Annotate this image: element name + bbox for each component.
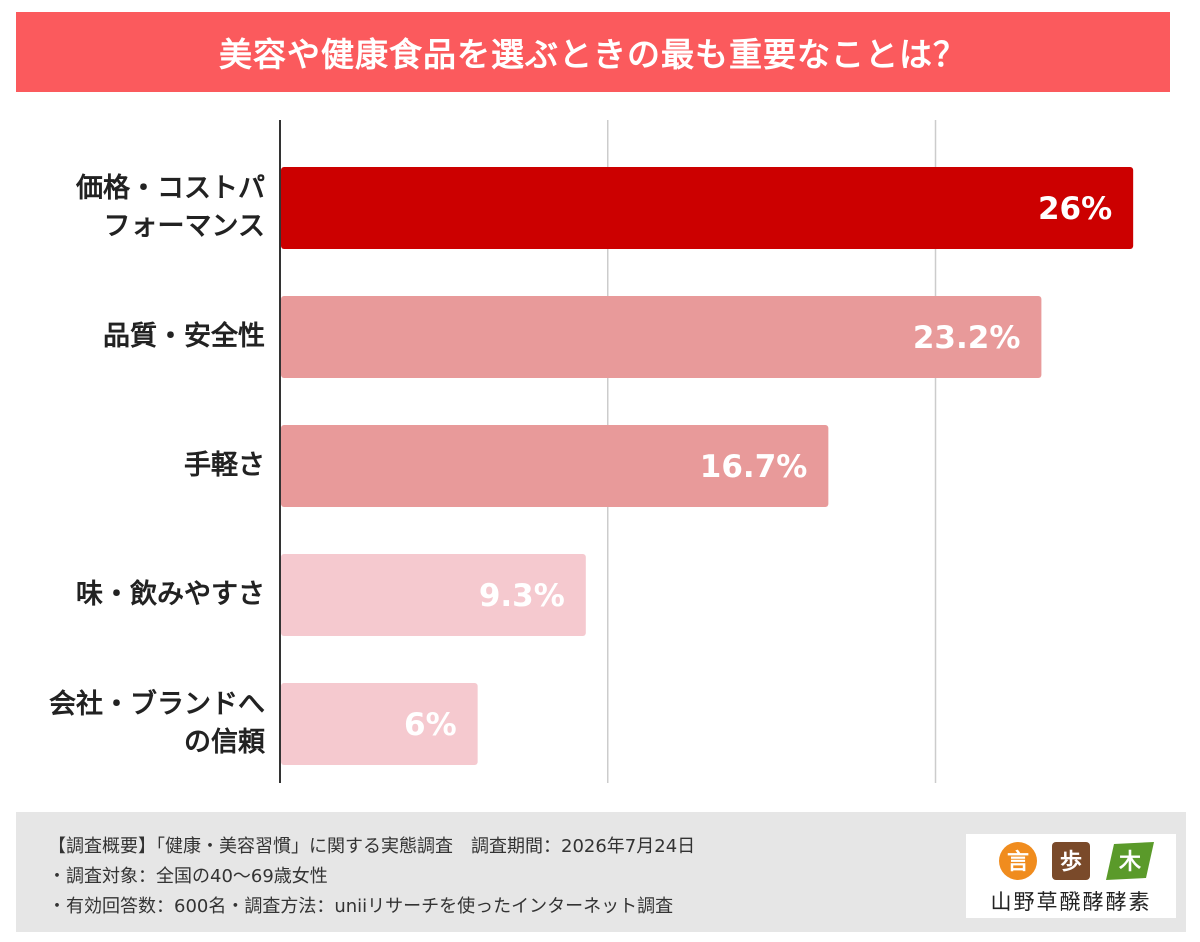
bar-value-label: 23.2% <box>913 320 1021 356</box>
logo-mark-text: 歩 <box>1060 850 1082 875</box>
category-label: 価格・コストパフォーマンス <box>10 170 265 246</box>
bar <box>281 683 478 765</box>
category-label-line: 味・飲みやすさ <box>76 579 265 610</box>
bar-layer <box>281 167 1134 765</box>
survey-note-line: 【調査概要】「健康・美容習慣」に関する実態調査 調査期間：2026年7月24日 <box>48 836 696 857</box>
category-label-line: 価格・コストパ <box>76 173 265 204</box>
survey-note-line: ・有効回答数：600名・調査方法：uniiリサーチを使ったインターネット調査 <box>48 896 674 917</box>
category-label: 会社・ブランドへの信頼 <box>10 686 265 762</box>
logo-mark-leaf <box>1106 842 1154 880</box>
bar-value-label: 16.7% <box>700 449 808 485</box>
category-label: 手軽さ <box>10 447 265 485</box>
category-label-line: の信頼 <box>184 727 265 758</box>
survey-note-line: ・調査対象：全国の40〜69歳女性 <box>48 866 328 887</box>
bar-value-label: 6% <box>404 707 457 743</box>
logo-mark-circle <box>999 842 1037 880</box>
value-label-layer: 26% 23.2% 16.7% 9.3% 6% <box>404 191 1112 743</box>
logo-text: 山野草醗酵酵素 <box>990 890 1152 914</box>
category-label: 品質・安全性 <box>10 318 265 356</box>
category-label: 味・飲みやすさ <box>10 576 265 614</box>
logo-mark-square <box>1052 842 1090 880</box>
bar <box>281 554 586 636</box>
bar-value-label: 9.3% <box>479 578 565 614</box>
survey-notes: 【調査概要】「健康・美容習慣」に関する実態調査 調査期間：2026年7月24日 … <box>48 832 695 922</box>
category-label-line: 会社・ブランドへ <box>49 689 265 720</box>
brand-logo: 言 歩 木 山野草醗酵酵素 <box>966 834 1176 918</box>
category-label-line: 品質・安全性 <box>103 321 265 352</box>
bar-chart: 26% 23.2% 16.7% 9.3% 6% <box>279 120 1134 783</box>
logo-marks: 言 歩 木 <box>999 842 1154 880</box>
logo-mark-text: 木 <box>1118 850 1142 875</box>
category-label-line: フォーマンス <box>103 211 265 242</box>
chart-title: 美容や健康食品を選ぶときの最も重要なことは？ <box>16 12 1170 92</box>
bar <box>281 167 1134 249</box>
bar <box>281 296 1042 378</box>
bar-value-label: 26% <box>1038 191 1112 227</box>
survey-footer: 【調査概要】「健康・美容習慣」に関する実態調査 調査期間：2026年7月24日 … <box>16 812 1186 932</box>
category-label-line: 手軽さ <box>184 450 265 481</box>
bar <box>281 425 829 507</box>
logo-mark-text: 言 <box>1007 849 1029 875</box>
